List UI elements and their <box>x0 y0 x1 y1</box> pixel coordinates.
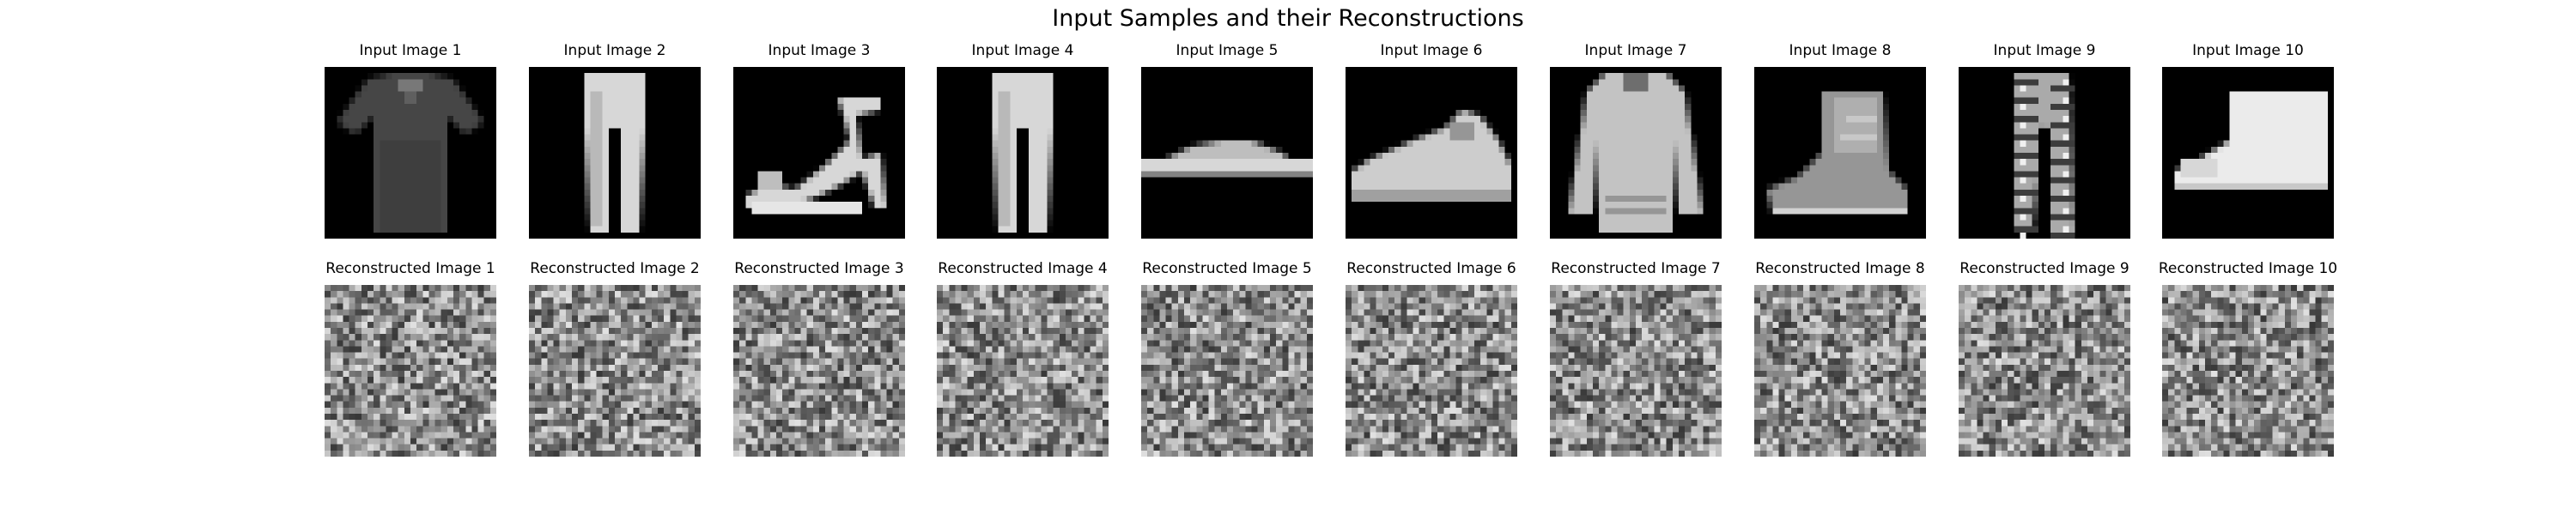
reconstruction-title: Reconstructed Image 7 <box>1551 260 1721 277</box>
reconstructed-image <box>2162 285 2334 457</box>
input-title: Input Image 7 <box>1584 42 1687 59</box>
input-image <box>1959 67 2130 239</box>
reconstructed-image <box>1346 285 1517 457</box>
reconstructed-image <box>529 285 701 457</box>
input-image <box>1754 67 1926 239</box>
input-title: Input Image 8 <box>1789 42 1892 59</box>
input-image <box>325 67 496 239</box>
input-title: Input Image 9 <box>1993 42 2096 59</box>
input-image <box>529 67 701 239</box>
input-title: Input Image 1 <box>359 42 462 59</box>
input-image <box>2162 67 2334 239</box>
reconstruction-title: Reconstructed Image 2 <box>530 260 700 277</box>
reconstruction-title: Reconstructed Image 6 <box>1346 260 1516 277</box>
input-title: Input Image 10 <box>2192 42 2304 59</box>
input-title: Input Image 3 <box>768 42 871 59</box>
reconstruction-title: Reconstructed Image 8 <box>1755 260 1925 277</box>
input-image <box>1550 67 1722 239</box>
input-title: Input Image 6 <box>1380 42 1483 59</box>
reconstructed-image <box>1550 285 1722 457</box>
reconstruction-title: Reconstructed Image 5 <box>1142 260 1312 277</box>
input-image <box>733 67 905 239</box>
reconstructed-image <box>1141 285 1313 457</box>
reconstructed-image <box>733 285 905 457</box>
figure-title: Input Samples and their Reconstructions <box>1052 5 1524 32</box>
reconstructed-image <box>325 285 496 457</box>
input-image <box>937 67 1109 239</box>
input-title: Input Image 5 <box>1176 42 1279 59</box>
reconstruction-title: Reconstructed Image 3 <box>734 260 904 277</box>
reconstructed-image <box>1754 285 1926 457</box>
input-title: Input Image 2 <box>563 42 666 59</box>
input-image <box>1141 67 1313 239</box>
reconstruction-title: Reconstructed Image 1 <box>325 260 495 277</box>
input-title: Input Image 4 <box>971 42 1074 59</box>
reconstruction-title: Reconstructed Image 9 <box>1959 260 2129 277</box>
input-image <box>1346 67 1517 239</box>
reconstructed-image <box>937 285 1109 457</box>
reconstruction-title: Reconstructed Image 4 <box>938 260 1108 277</box>
reconstruction-title: Reconstructed Image 10 <box>2158 260 2338 277</box>
reconstructed-image <box>1959 285 2130 457</box>
